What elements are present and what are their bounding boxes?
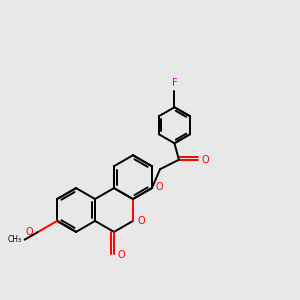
Text: O: O — [118, 250, 125, 260]
Text: CH₃: CH₃ — [8, 235, 22, 244]
Text: O: O — [26, 227, 33, 237]
Text: O: O — [137, 216, 145, 226]
Text: O: O — [155, 182, 163, 192]
Text: F: F — [172, 78, 177, 88]
Text: O: O — [201, 155, 209, 165]
